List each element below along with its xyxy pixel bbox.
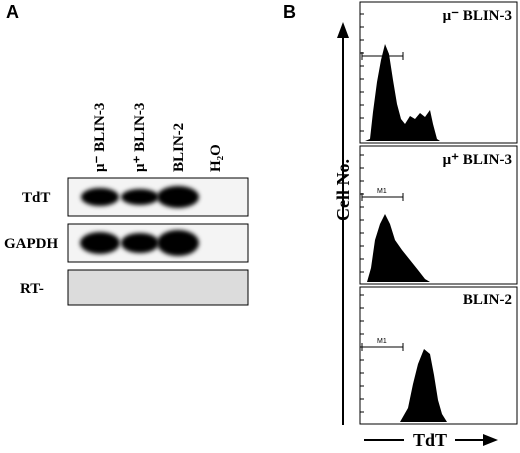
y-axis-label: Cell No. — [333, 159, 353, 221]
blot-rt — [67, 269, 249, 306]
histogram-label: μ⁻ BLIN-3 — [443, 8, 512, 24]
row-label: TdT — [22, 190, 50, 206]
lane-label: μ⁻ BLIN-3 — [92, 103, 108, 172]
histogram-label: BLIN-2 — [463, 292, 512, 308]
lane-label: μ⁺ BLIN-3 — [132, 103, 148, 172]
gate-bracket — [361, 52, 404, 351]
lane-label: H₂O — [208, 144, 224, 172]
blot-tdt — [67, 177, 249, 217]
x-arrow — [364, 434, 498, 446]
gate-label: M1 — [377, 188, 387, 195]
row-label: GAPDH — [4, 236, 58, 252]
gate-label: M1 — [377, 338, 387, 345]
histogram — [365, 44, 440, 141]
x-axis-label: TdT — [413, 430, 447, 450]
histogram-label: μ⁺ BLIN-3 — [443, 152, 512, 168]
blot-gapdh — [67, 223, 249, 263]
panel-label: A — [6, 2, 19, 22]
lane-label: BLIN-2 — [171, 123, 187, 172]
panel-label: B — [283, 2, 296, 22]
row-label: RT- — [20, 281, 44, 297]
histogram-frames — [359, 1, 518, 425]
histogram — [367, 214, 430, 282]
histogram — [400, 349, 447, 422]
axis-ticks — [360, 13, 364, 413]
y-arrow — [337, 22, 349, 425]
